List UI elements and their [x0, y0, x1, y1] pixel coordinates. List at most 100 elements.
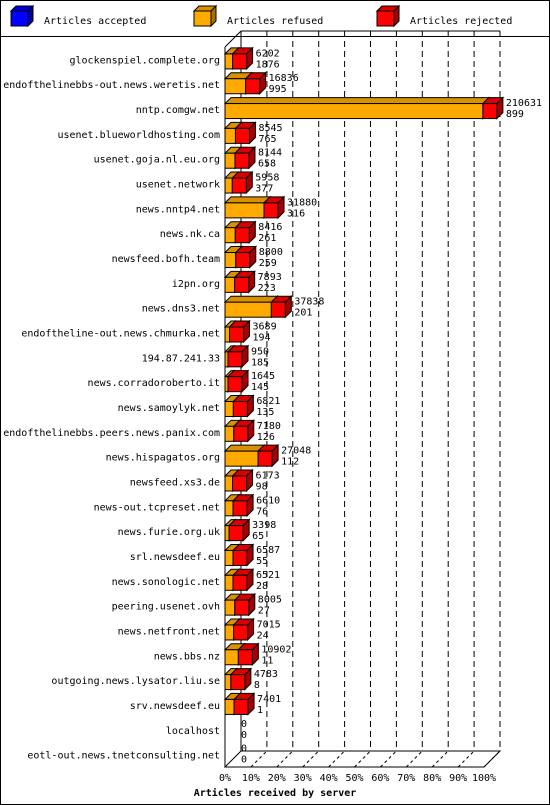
category-label: endofthelinebbs.peers.news.panix.com: [3, 428, 220, 439]
x-tick-label: 30%: [294, 773, 312, 784]
x-tick-label: 20%: [268, 773, 286, 784]
value-label-rejected: 185: [251, 357, 269, 368]
bar-rejected: [234, 121, 257, 145]
category-label: srl.newsdeef.eu: [130, 552, 220, 563]
category-label: usenet.blueworldhosting.com: [57, 130, 220, 141]
category-label: news.bbs.nz: [154, 651, 220, 662]
bar-rejected: [231, 170, 254, 195]
value-label-rejected: 765: [258, 134, 276, 145]
legend-item-rejected: Articles rejected: [375, 4, 512, 28]
bar-refused: [223, 96, 491, 120]
floor-gridline: [250, 750, 268, 768]
x-ticks: 0% 10% 20% 30% 40% 50% 60% 70% 80% 90% 100%: [219, 773, 496, 784]
value-label-refused: 6521: [256, 570, 280, 581]
bar-rejected: [233, 146, 257, 170]
bar-rejected: [232, 419, 255, 443]
category-label: news.nntp4.net: [136, 204, 220, 215]
bar-row: endofthelinebbs-out.news.weretis.net 1683…: [3, 71, 299, 95]
category-label: news.furie.org.uk: [118, 527, 220, 538]
value-label-refused: 8005: [258, 595, 282, 606]
value-label-refused: 8144: [258, 148, 282, 159]
category-label: eotl-out.news.tnetconsulting.net: [27, 751, 220, 762]
value-label-rejected: 899: [506, 109, 524, 120]
value-label-refused: 16836: [269, 73, 299, 84]
category-label: newsfeed.bofh.team: [112, 254, 220, 265]
value-label-refused: 210631: [506, 98, 542, 109]
category-label: news.netfront.net: [118, 626, 220, 637]
value-label-rejected: 11: [261, 655, 273, 666]
bar-rejected: [262, 195, 286, 220]
value-label-rejected: 112: [281, 457, 299, 468]
value-label-rejected: 1: [257, 705, 263, 716]
category-label: i2pn.org: [172, 279, 220, 290]
value-label-rejected: 76: [256, 506, 268, 517]
category-label: outgoing.news.lysator.liu.se: [51, 676, 220, 687]
value-label-rejected: 261: [258, 233, 276, 244]
value-label-rejected: 658: [258, 159, 276, 170]
floor: [223, 750, 502, 768]
category-label: news.samoylyk.net: [118, 403, 220, 414]
value-label-refused: 37838: [294, 297, 324, 308]
value-label-rejected: 27: [258, 606, 270, 617]
bar-rejected: [233, 592, 257, 617]
bar-refused: [223, 195, 272, 220]
value-label-rejected: 194: [253, 333, 271, 344]
value-label-rejected: 316: [287, 208, 305, 219]
bar-rejected: [231, 568, 255, 592]
plot-area: 0% 10% 20% 30% 40% 50% 60% 70% 80% 90% 100%: [219, 30, 502, 784]
depth-edge-top: [224, 30, 242, 48]
floor-gridline: [483, 750, 501, 768]
value-label-refused: 27048: [281, 446, 311, 457]
x-axis-label: Articles received by server: [194, 787, 357, 799]
bar-rejected: [231, 493, 255, 518]
category-label: srv.newsdeef.eu: [130, 701, 220, 712]
bar-rejected: [226, 344, 250, 369]
legend-swatch-box: [375, 4, 401, 28]
value-label-rejected: 0: [241, 755, 247, 766]
bar-rejected: [232, 394, 255, 418]
x-tick-label: 70%: [397, 773, 415, 784]
x-tick-label: 90%: [449, 773, 467, 784]
value-label-rejected: 126: [257, 432, 275, 443]
category-label: news.nk.ca: [160, 229, 220, 240]
value-label-refused: 6173: [256, 470, 280, 481]
value-label-rejected: 0: [241, 730, 247, 741]
legend-item-accepted: Articles accepted: [9, 4, 146, 28]
floor-gridline: [457, 750, 475, 768]
category-label: usenet.network: [136, 180, 220, 191]
bar-rejected: [228, 319, 251, 344]
value-label-refused: 7401: [257, 694, 281, 705]
value-label-refused: 1645: [251, 371, 275, 382]
value-label-refused: 5958: [255, 173, 279, 184]
value-label-refused: 6202: [256, 48, 280, 59]
value-label-refused: 0: [241, 744, 247, 755]
value-label-refused: 6821: [256, 396, 280, 407]
x-tick-label: 40%: [320, 773, 338, 784]
bar-row: localhost 00: [166, 719, 247, 741]
bar-rejected: [232, 692, 256, 716]
value-label-rejected: 259: [259, 258, 277, 269]
legend-swatch-refused: [192, 4, 218, 28]
value-label-rejected: 223: [258, 283, 276, 294]
bar-rejected: [231, 468, 254, 493]
category-label: news.dns3.net: [142, 304, 220, 315]
bar-rejected: [226, 369, 250, 393]
value-label-refused: 8545: [258, 123, 282, 134]
floor-gridline: [380, 750, 397, 768]
bar-row: endofthelinebbs.peers.news.panix.com 7180…: [3, 419, 281, 443]
value-label-rejected: 55: [256, 556, 268, 567]
bar-rejected: [256, 443, 280, 468]
x-tick-label: 60%: [371, 773, 389, 784]
value-label-refused: 7015: [257, 619, 281, 630]
x-tick-label: 80%: [423, 773, 441, 784]
category-label: news.hispagatos.org: [106, 453, 220, 464]
value-label-rejected: 377: [255, 184, 273, 195]
